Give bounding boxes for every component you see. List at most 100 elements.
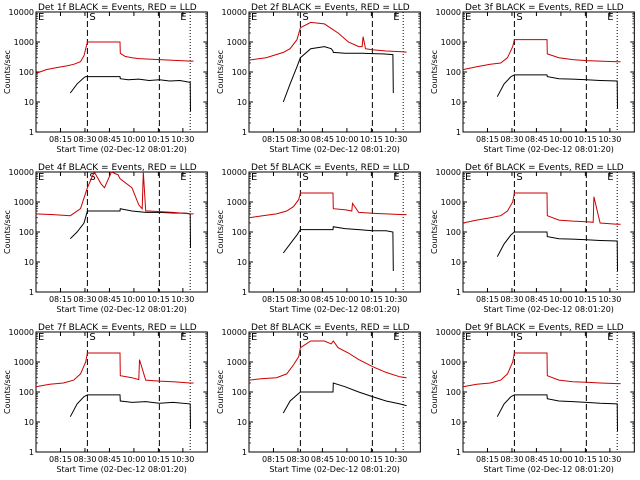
chart-panel-6: Det 6f BLACK = Events, RED = LLD 1 10 100 10… (430, 163, 635, 314)
series-line-events (283, 226, 395, 272)
y-tick-label: 1000 (227, 38, 247, 47)
series-line-lld (35, 41, 194, 74)
chart-title: Det 3f BLACK = Events, RED = LLD (465, 3, 624, 13)
x-tick-label: 08:30 (287, 135, 310, 144)
start-edge-marker-label: E (465, 172, 471, 183)
x-tick-label: 08:45 (525, 455, 548, 464)
series-line-lld (249, 340, 407, 381)
end-marker-label: E (394, 12, 400, 23)
end-marker-label: E (180, 172, 186, 183)
chart-panel-8: Det 8f BLACK = Events, RED = LLD 1 10 100 10… (216, 323, 422, 474)
plot-frame (35, 11, 208, 133)
y-tick-label: 100 (232, 68, 247, 77)
end-marker-label: E (394, 332, 400, 343)
x-axis-label: Start Time (02-Dec-12 08:01:20) (483, 145, 614, 154)
x-tick-label: 08:30 (500, 295, 523, 304)
x-tick-label: 08:15 (49, 295, 72, 304)
y-tick-label: 10000 (9, 8, 34, 17)
x-tick-label: 10:30 (598, 455, 621, 464)
y-axis-label: Counts/sec (216, 210, 225, 254)
x-tick-label: 08:45 (98, 455, 121, 464)
x-tick-label: 10:15 (147, 295, 170, 304)
y-tick-label: 100 (445, 228, 460, 237)
y-tick-label: 100 (232, 228, 247, 237)
x-tick-label: 08:15 (476, 455, 499, 464)
y-tick-label: 100 (445, 388, 460, 397)
chart-title: Det 7f BLACK = Events, RED = LLD (38, 323, 197, 333)
y-tick-label: 1000 (440, 198, 460, 207)
x-tick-label: 10:15 (360, 135, 383, 144)
y-tick-label: 1000 (14, 38, 34, 47)
series-line-lld (35, 170, 194, 217)
x-tick-label: 08:45 (525, 295, 548, 304)
end-marker-label: E (607, 172, 613, 183)
y-tick-label: 10000 (435, 8, 460, 17)
x-tick-label: 10:00 (549, 455, 572, 464)
x-tick-label: 10:15 (574, 135, 597, 144)
start-edge-marker-label: E (465, 332, 471, 343)
x-tick-label: 08:45 (98, 135, 121, 144)
y-tick-label: 10 (450, 418, 460, 427)
series-line-events (69, 76, 191, 112)
x-axis-label: Start Time (02-Dec-12 08:01:20) (270, 465, 401, 474)
chart-title: Det 9f BLACK = Events, RED = LLD (465, 323, 624, 333)
start-marker-label: S (516, 332, 522, 343)
x-tick-label: 10:30 (598, 295, 621, 304)
x-tick-label: 08:30 (287, 295, 310, 304)
y-tick-label: 1 (29, 128, 34, 137)
chart-panel-2: Det 2f BLACK = Events, RED = LLD 1 10 100 10… (216, 3, 422, 154)
plot-frame (35, 171, 208, 293)
chart-panel-9: Det 9f BLACK = Events, RED = LLD 1 10 100 10… (430, 323, 635, 474)
x-tick-label: 10:00 (336, 295, 359, 304)
x-tick-label: 10:00 (549, 135, 572, 144)
start-edge-marker-label: E (251, 332, 257, 343)
y-tick-label: 1 (456, 128, 461, 137)
plot-frame (248, 331, 422, 453)
series-line-events (69, 394, 191, 429)
end-marker-label: E (607, 12, 613, 23)
y-tick-label: 1 (456, 448, 461, 457)
x-tick-label: 10:15 (360, 295, 383, 304)
x-tick-label: 08:45 (525, 135, 548, 144)
x-axis-label: Start Time (02-Dec-12 08:01:20) (483, 465, 614, 474)
y-axis-label: Counts/sec (216, 50, 225, 94)
x-axis-label: Start Time (02-Dec-12 08:01:20) (270, 305, 401, 314)
y-tick-label: 100 (19, 388, 34, 397)
chart-title: Det 1f BLACK = Events, RED = LLD (38, 3, 197, 13)
start-marker-label: S (516, 172, 522, 183)
x-tick-label: 10:00 (336, 455, 359, 464)
x-tick-label: 10:00 (122, 135, 145, 144)
x-tick-label: 08:30 (73, 135, 96, 144)
x-tick-label: 08:30 (500, 135, 523, 144)
chart-title: Det 2f BLACK = Events, RED = LLD (251, 3, 410, 13)
x-tick-label: 08:15 (262, 455, 285, 464)
x-tick-label: 10:30 (598, 135, 621, 144)
x-tick-label: 08:30 (287, 455, 310, 464)
y-tick-label: 1000 (440, 38, 460, 47)
plot-frame (462, 331, 635, 453)
x-tick-label: 08:15 (49, 135, 72, 144)
end-marker-label: E (607, 332, 613, 343)
x-tick-label: 10:15 (147, 455, 170, 464)
x-axis-label: Start Time (02-Dec-12 08:01:20) (270, 145, 401, 154)
y-tick-label: 10 (24, 418, 34, 427)
x-tick-label: 08:15 (476, 135, 499, 144)
start-marker-label: S (303, 172, 309, 183)
start-edge-marker-label: E (38, 172, 44, 183)
y-tick-label: 10000 (222, 8, 247, 17)
x-tick-label: 08:15 (262, 135, 285, 144)
series-line-lld (249, 192, 407, 219)
y-tick-label: 1000 (227, 358, 247, 367)
chart-panel-1: Det 1f BLACK = Events, RED = LLD 1 10 100 10… (3, 3, 208, 154)
y-tick-label: 10000 (222, 328, 247, 337)
x-tick-label: 10:00 (122, 295, 145, 304)
y-tick-label: 1 (456, 288, 461, 297)
y-tick-label: 10000 (435, 328, 460, 337)
start-edge-marker-label: E (251, 12, 257, 23)
x-axis-label: Start Time (02-Dec-12 08:01:20) (483, 305, 614, 314)
series-line-lld (462, 39, 621, 71)
plot-frame (248, 11, 422, 133)
chart-title: Det 8f BLACK = Events, RED = LLD (251, 323, 410, 333)
plot-frame (35, 331, 208, 453)
x-tick-label: 10:30 (171, 455, 194, 464)
